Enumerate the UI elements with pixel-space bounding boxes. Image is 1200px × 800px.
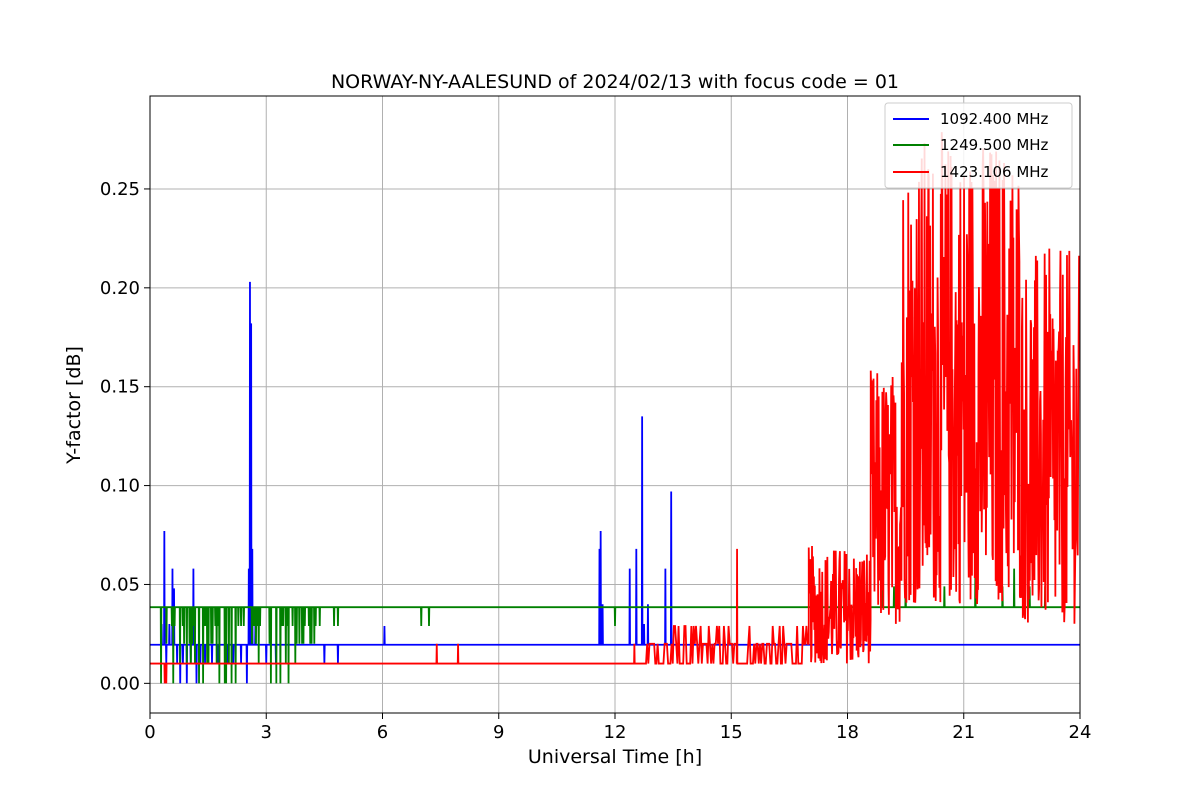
x-tick-label: 6 [377,722,388,743]
y-tick-label: 0.25 [100,179,140,200]
series-line-1249-500 [150,568,1080,684]
x-tick-label: 12 [604,722,627,743]
legend-box [884,102,1073,189]
y-axis-label: Y-factor [dB] [63,346,85,465]
legend-label-1249: 1249.500 MHz [940,136,1049,154]
legend-label-1092: 1092.400 MHz [940,110,1049,128]
series-line-1092-400 [150,281,1080,684]
y-tick-label: 0.05 [100,574,140,595]
y-tick-label: 0.20 [100,278,140,299]
y-tick-label: 0.15 [100,377,140,398]
x-tick-label: 9 [493,722,504,743]
legend: 1092.400 MHz 1249.500 MHz 1423.106 MHz [884,102,1073,189]
y-tick-label: 0.00 [100,673,140,694]
x-tick-label: 15 [720,722,743,743]
x-tick-label: 21 [952,722,975,743]
x-tick-label: 3 [261,722,272,743]
x-axis-label: Universal Time [h] [528,746,702,768]
x-tick-label: 24 [1069,722,1092,743]
x-tick-label: 18 [836,722,859,743]
legend-label-1423: 1423.106 MHz [940,163,1049,181]
chart-title: NORWAY-NY-AALESUND of 2024/02/13 with fo… [331,71,899,93]
series-layer [150,132,1080,684]
y-tick-label: 0.10 [100,476,140,497]
series-line-1423-106 [150,132,1080,684]
x-tick-label: 0 [144,722,155,743]
tick-layer: 0 3 6 9 12 15 18 21 24 0.00 0.05 0.10 0.15 0.20 0.25 [100,179,1092,743]
